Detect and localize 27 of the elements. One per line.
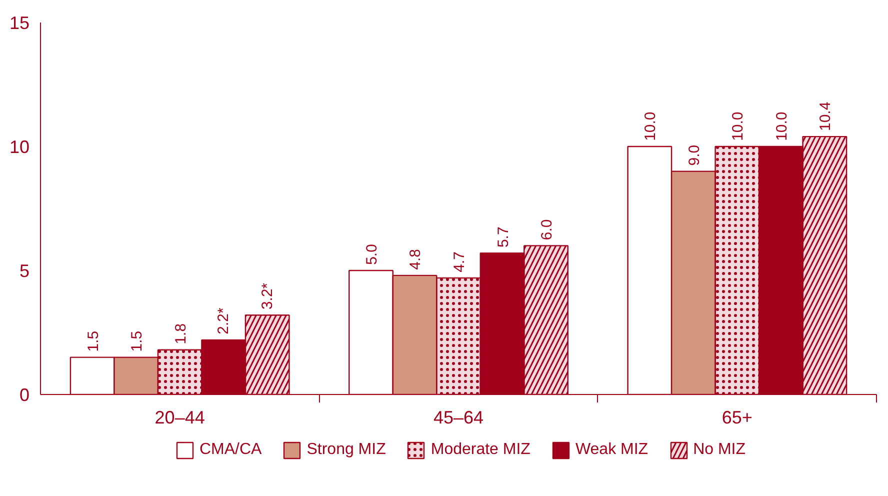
x-tick-label: 65+ (722, 408, 752, 428)
data-label: 1.5 (128, 330, 146, 352)
legend-label: No MIZ (693, 441, 746, 459)
data-label: 9.0 (686, 144, 703, 166)
x-tick-label: 45–64 (433, 408, 484, 428)
data-label: 10.0 (642, 112, 660, 141)
data-label: 1.5 (84, 330, 102, 352)
y-tick-label: 0 (19, 385, 30, 405)
data-label: 3.2* (258, 282, 276, 310)
data-label: 10.4 (817, 102, 834, 131)
y-tick-label: 15 (9, 13, 30, 33)
data-label: 10.0 (730, 112, 747, 141)
y-tick-label: 10 (9, 137, 30, 157)
x-tick-label: 20–44 (154, 408, 205, 428)
data-label: 4.8 (407, 249, 424, 270)
y-tick-label: 5 (19, 261, 30, 281)
legend-label: Moderate MIZ (430, 441, 530, 459)
legend-label: CMA/CA (199, 441, 262, 459)
data-label: 4.7 (451, 252, 468, 272)
legend-label: Strong MIZ (306, 441, 386, 459)
data-label: 2.2* (215, 308, 232, 334)
data-label: 10.0 (773, 112, 790, 141)
data-label: 5.7 (494, 226, 512, 248)
data-label: 6.0 (538, 219, 556, 240)
data-label: 5.0 (364, 244, 380, 265)
data-label: 1.8 (172, 323, 190, 344)
legend-label: Weak MIZ (575, 441, 648, 459)
